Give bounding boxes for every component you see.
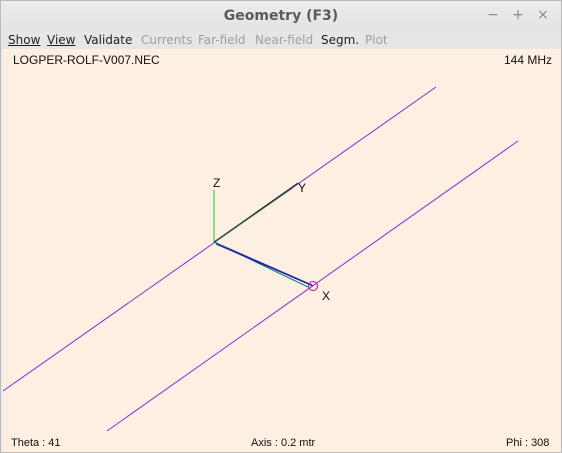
- frequency: 144 MHz: [504, 53, 553, 67]
- source-marker: [308, 281, 318, 291]
- maximize-button[interactable]: +: [512, 7, 524, 23]
- minimize-button[interactable]: −: [487, 7, 499, 23]
- y-axis-label: Y: [298, 181, 307, 195]
- close-button[interactable]: ×: [537, 7, 549, 23]
- z-axis-label: Z: [213, 176, 221, 190]
- feed-line-3: [215, 243, 314, 287]
- axis-scale-readout: Axis : 0.2 mtr: [251, 437, 316, 449]
- menu-currents[interactable]: Currents: [141, 33, 193, 47]
- menu-near-field[interactable]: Near-field: [255, 33, 314, 47]
- x-axis-label: X: [322, 289, 331, 303]
- menu-validate[interactable]: Validate: [84, 33, 133, 47]
- geometry-canvas[interactable]: LOGPER-ROLF-V007.NEC 144 MHz Z Y X Theta…: [3, 49, 561, 452]
- phi-readout: Phi : 308: [506, 437, 550, 449]
- menu-bar: Show View Validate Currents Far-field Ne…: [1, 31, 561, 49]
- window-title: Geometry (F3): [223, 8, 339, 24]
- title-bar[interactable]: Geometry (F3) − + ×: [1, 1, 561, 31]
- menu-view[interactable]: View: [47, 33, 76, 47]
- feed-line-1: [213, 241, 313, 286]
- menu-show[interactable]: Show: [8, 33, 41, 47]
- menu-plot[interactable]: Plot: [365, 33, 388, 47]
- y-axis-line-accent: [215, 187, 294, 242]
- theta-readout: Theta : 41: [11, 437, 61, 449]
- menu-segm[interactable]: Segm.: [321, 33, 360, 47]
- menu-far-field[interactable]: Far-field: [198, 33, 246, 47]
- file-name: LOGPER-ROLF-V007.NEC: [13, 53, 160, 67]
- geometry-drawing: [3, 86, 519, 432]
